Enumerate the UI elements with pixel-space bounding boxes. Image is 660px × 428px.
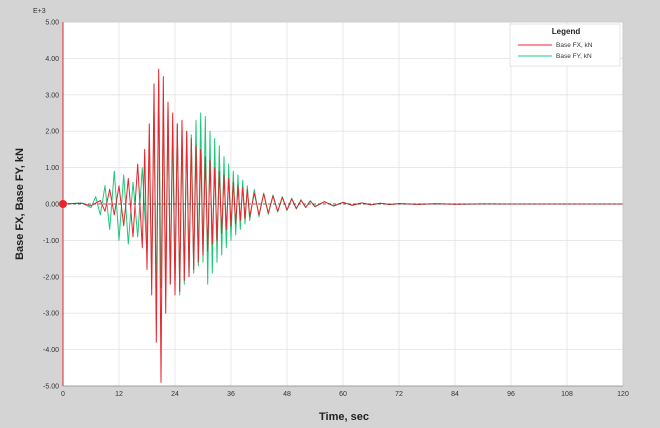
- y-tick-label: -4.00: [43, 347, 59, 354]
- x-tick-label: 108: [561, 391, 573, 398]
- y-axis-title: Base FX, Base FY, kN: [14, 148, 26, 260]
- legend-label-base-fy: Base FY, kN: [556, 53, 592, 60]
- x-axis-title: Time, sec: [319, 411, 369, 423]
- x-tick-label: 120: [617, 391, 629, 398]
- legend-label-base-fx: Base FX, kN: [556, 42, 593, 49]
- y-tick-label: 4.00: [45, 56, 59, 63]
- exponent-label: E+3: [33, 8, 46, 15]
- y-tick-label: -5.00: [43, 384, 59, 391]
- x-tick-label: 72: [395, 391, 403, 398]
- legend-title: Legend: [552, 27, 581, 36]
- x-tick-label: 84: [451, 391, 459, 398]
- y-tick-label: 3.00: [45, 92, 59, 99]
- y-tick-label: 5.00: [45, 20, 59, 27]
- y-tick-label: -3.00: [43, 311, 59, 318]
- y-tick-label: 0.00: [45, 202, 59, 209]
- series-line-base-fx: [62, 68, 623, 383]
- y-tick-label: 1.00: [45, 165, 59, 172]
- y-tick-label: 2.00: [45, 129, 59, 136]
- x-tick-label: 60: [339, 391, 347, 398]
- x-tick-label: 0: [61, 391, 65, 398]
- legend: Legend Base FX, kN Base FY, kN: [509, 23, 621, 67]
- x-tick-label: 48: [283, 391, 291, 398]
- y-tick-label: -1.00: [43, 238, 59, 245]
- y-tick-label: -2.00: [43, 274, 59, 281]
- x-tick-label: 36: [227, 391, 235, 398]
- x-tick-label: 96: [507, 391, 515, 398]
- x-tick-label: 24: [171, 391, 179, 398]
- x-tick-label: 12: [115, 391, 123, 398]
